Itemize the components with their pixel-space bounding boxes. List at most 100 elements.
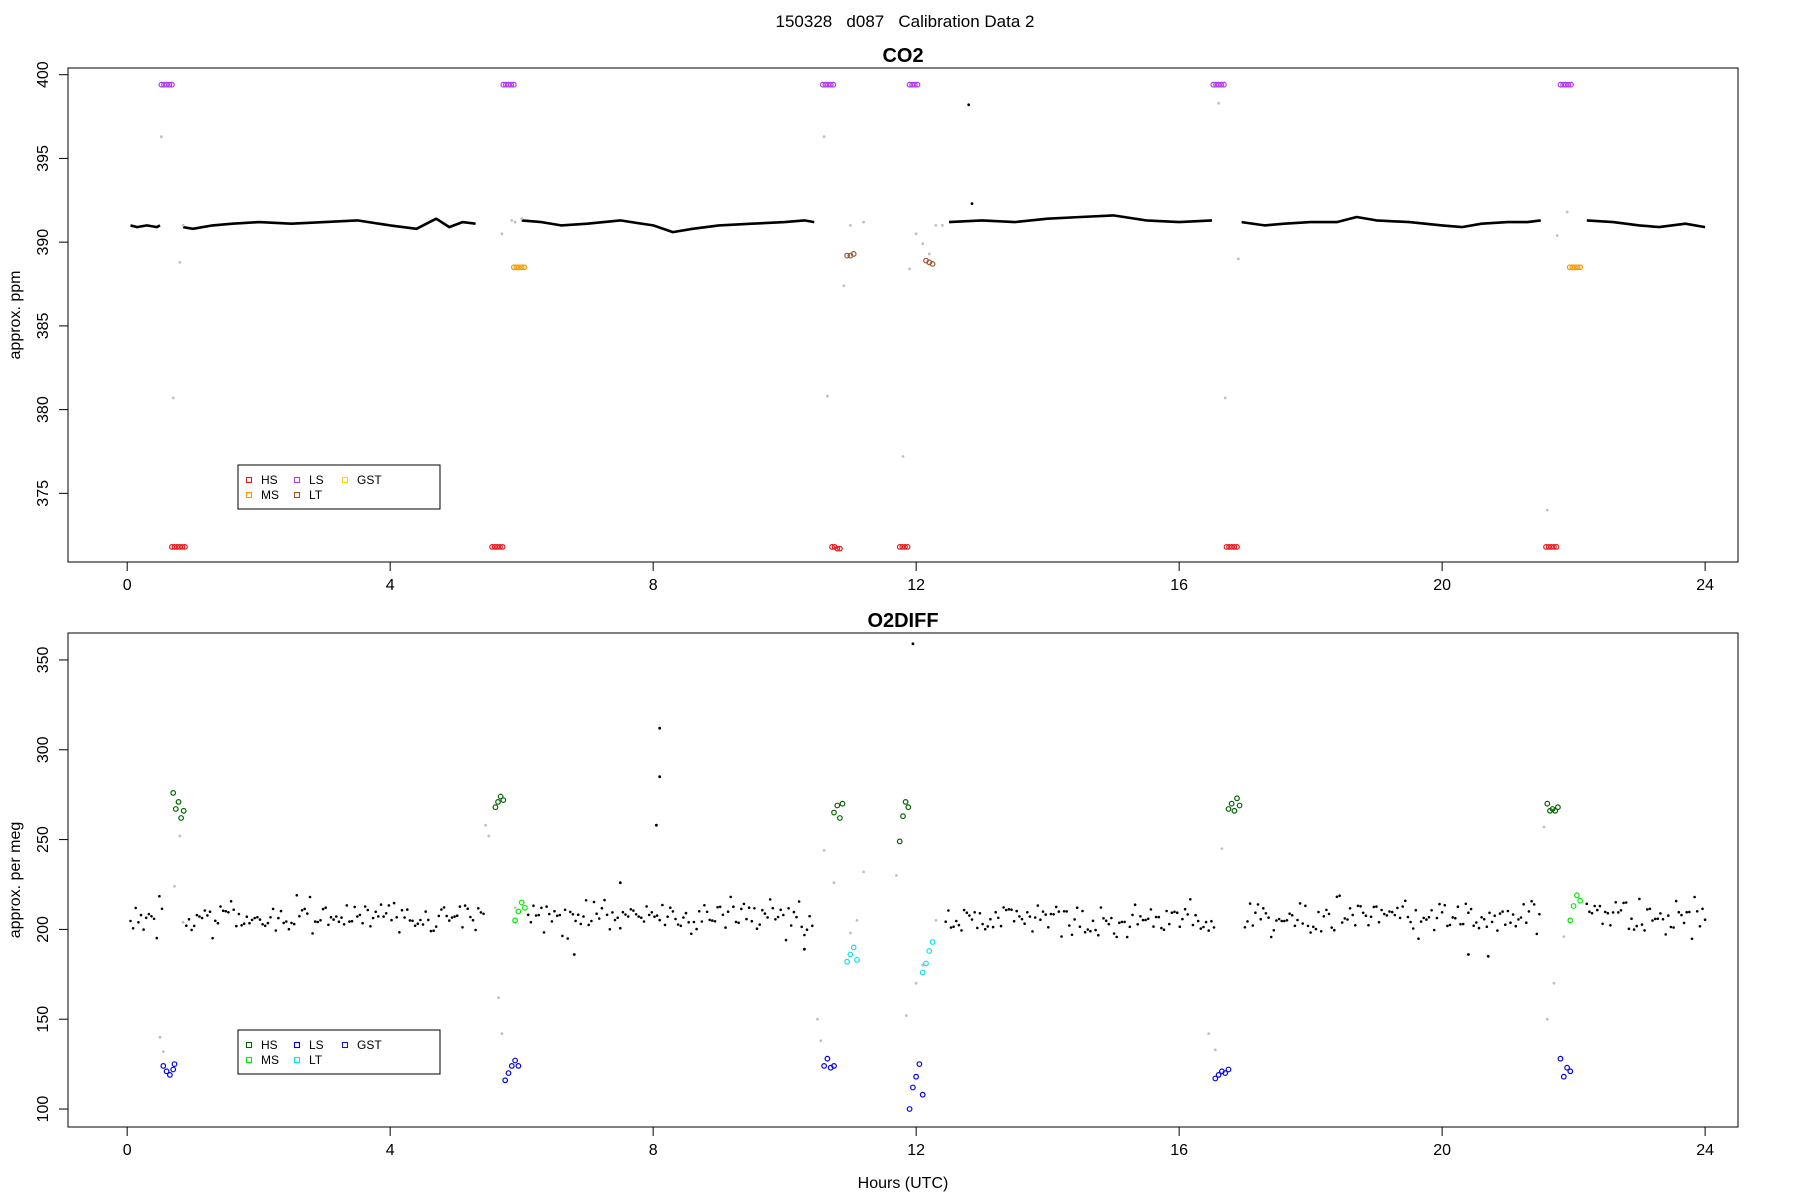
o2diff-ambient-point [624,913,627,916]
co2-ls-calibration-point [909,81,916,88]
o2diff-ambient-point [724,926,727,929]
o2diff-outlier-point [1486,954,1490,958]
o2diff-ambient-point [697,910,701,913]
o2diff-ls-calibration-point [505,1070,512,1076]
o2diff-ambient-point [553,909,556,913]
o2diff-ambient-point [1504,923,1507,926]
o2diff-ambient-point [1609,924,1612,927]
o2diff-ls-calibration-point [170,1066,177,1073]
o2diff-ambient-point [261,923,264,926]
o2diff-ambient-point [152,917,156,921]
o2diff-ambient-point [198,915,201,918]
o2diff-ambient-point [1498,912,1502,915]
o2diff-hs-calibration-point [1234,795,1240,802]
o2diff-ambient-point [427,918,430,922]
o2diff-ambient-point [382,915,385,918]
o2diff-hs-calibration-point [1554,804,1561,811]
o2diff-y-tick-label: 200 [35,916,52,943]
o2diff-ambient-point [1525,921,1528,924]
o2diff-ambient-point [1656,917,1660,920]
o2diff-ambient-point [295,894,299,897]
co2-hs-calibration-point [1226,544,1232,550]
o2diff-ambient-point [629,908,633,911]
o2diff-ambient-point [458,905,462,908]
o2diff-ambient-point [1312,925,1315,929]
o2diff-ambient-point [1459,922,1462,926]
o2diff-hs-calibration-point [495,799,501,805]
o2diff-ambient-point [1099,906,1103,909]
o2diff-ambient-point [437,914,441,918]
co2-ticks: 0 4 8 12 16 20 24 375 380 385 390 395 400 [35,61,1714,594]
o2diff-ls-calibration-point [166,1071,173,1078]
o2diff-ambient-point [587,923,590,927]
o2diff-ls-calibration-point [916,1061,923,1067]
o2diff-ambient-point [1606,911,1610,915]
o2diff-ambient-point [1262,907,1265,910]
o2diff-ambient-point [1672,926,1675,929]
o2diff-ambient-point [711,919,714,922]
o2diff-ambient-point [1293,924,1297,928]
o2diff-transition-point [1220,847,1224,850]
o2diff-transition-point [816,1017,819,1021]
o2diff-ambient-point [390,918,393,922]
o2diff-ambient-point [242,922,246,925]
o2diff-ambient-point [1485,925,1489,928]
o2diff-ambient-point [139,913,143,917]
o2diff-ambient-point [994,910,997,914]
o2diff-ambient-point [800,925,803,929]
co2-ms-calibration-point [513,264,520,271]
o2diff-ambient-point [1081,909,1084,913]
o2diff-ambient-point [1330,926,1333,929]
o2diff-ambient-point [1501,910,1504,913]
o2diff-ambient-point [1488,911,1491,915]
co2-hs-calibration-point [829,544,835,550]
o2diff-ambient-point [303,907,307,911]
co2-x-tick-label: 16 [1170,577,1188,594]
o2diff-ambient-point [1033,916,1037,919]
o2diff-ambient-point [455,914,459,917]
o2diff-ambient-point [986,925,990,928]
co2-hs-calibration-point [171,544,178,550]
o2diff-ambient-point [952,925,955,928]
o2diff-ambient-point [306,912,309,915]
o2diff-ambient-point [647,913,651,917]
o2diff-ambient-point [200,916,204,920]
o2diff-ambient-point [282,921,286,925]
co2-ambient-series-segment [1241,215,1541,229]
o2diff-ambient-point [371,916,375,920]
o2diff-ambient-point [729,895,732,899]
o2diff-y-tick-label: 250 [35,826,52,853]
o2diff-ambient-point [266,921,270,925]
o2diff-ambient-point [566,937,569,940]
co2-transition-point [181,224,185,227]
o2diff-ambient-point [369,925,372,928]
o2diff-ambient-point [944,920,947,923]
o2diff-ambient-point [655,914,659,917]
o2diff-ambient-point [474,928,477,932]
co2-transition-point [171,396,175,400]
o2diff-ambient-point [1285,919,1289,922]
o2diff-ambient-point [1154,915,1158,919]
co2-ls-calibration-point [168,81,175,88]
o2diff-ambient-point [1199,927,1203,930]
o2diff-ambient-point [432,929,435,932]
o2diff-ambient-point [550,920,554,923]
o2diff-ambient-point [1146,917,1150,921]
co2-ambient-series-segment [182,217,476,231]
o2diff-ambient-point [1136,923,1139,926]
o2diff-ambient-point [1590,911,1594,915]
co2-hs-calibration-point [1234,544,1240,550]
o2diff-ambient-point [1664,933,1667,936]
o2diff-ambient-point [787,907,790,910]
o2diff-ambient-point [805,928,809,931]
co2-y-axis-title: approx. ppm [7,271,24,360]
o2diff-ambient-point [1018,915,1021,918]
o2diff-transition-point [161,1050,165,1053]
o2diff-ambient-point [1317,910,1320,914]
o2diff-ambient-point [1451,916,1454,919]
o2diff-ls-calibration-point [1212,1075,1219,1082]
o2diff-ambient-point [1186,913,1189,916]
o2diff-ambient-point [740,907,743,911]
co2-transition-point [1565,210,1569,214]
o2diff-ambient-point [1443,903,1447,907]
